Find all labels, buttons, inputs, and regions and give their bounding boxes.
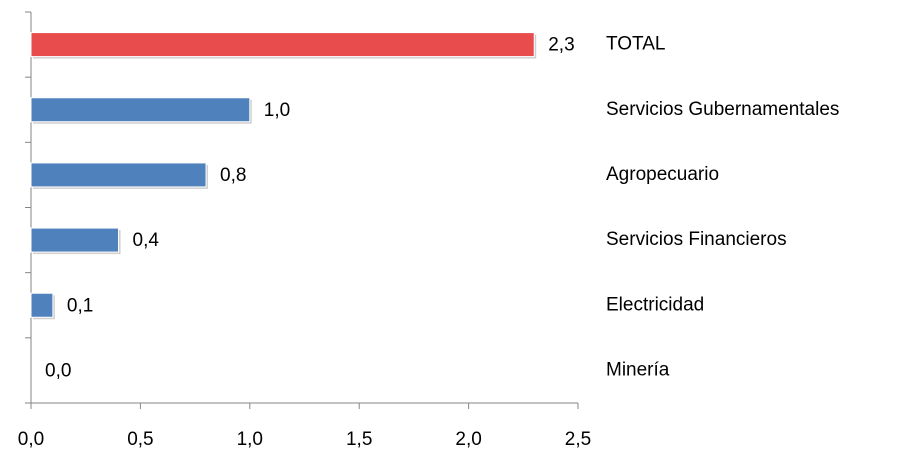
category-label: Electricidad	[606, 294, 704, 315]
x-tick-label: 0,0	[18, 429, 44, 450]
x-tick-label: 2,0	[455, 429, 481, 450]
category-label: Agropecuario	[606, 164, 719, 185]
bar	[30, 32, 535, 58]
category-label: Minería	[606, 359, 670, 380]
x-tick-label: 2,5	[565, 429, 591, 450]
value-label: 0,0	[45, 360, 71, 381]
bar	[30, 227, 120, 253]
x-tick-label: 1,5	[346, 429, 372, 450]
bar	[30, 292, 54, 318]
category-label: Servicios Gubernamentales	[606, 99, 839, 120]
x-tick-label: 1,0	[237, 429, 263, 450]
bar	[30, 97, 251, 123]
value-label: 0,1	[67, 295, 93, 316]
value-label: 1,0	[264, 100, 290, 121]
value-label: 2,3	[548, 35, 574, 56]
category-label: Servicios Financieros	[606, 229, 787, 250]
value-label: 0,8	[220, 165, 246, 186]
value-label: 0,4	[133, 230, 160, 251]
bar	[30, 162, 207, 188]
x-tick-label: 0,5	[127, 429, 153, 450]
category-label: TOTAL	[606, 34, 665, 55]
